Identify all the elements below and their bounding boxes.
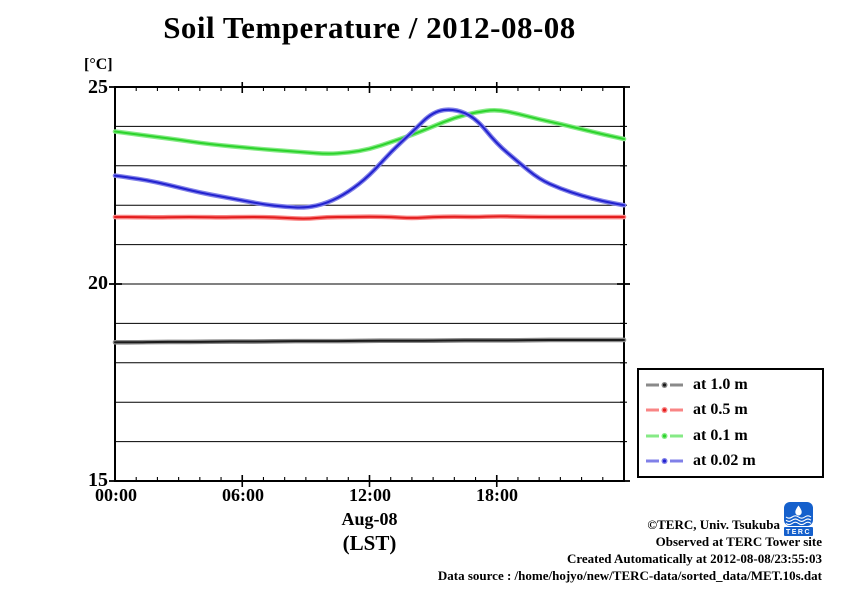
created-line: Created Automatically at 2012-08-08/23:5… xyxy=(566,551,822,566)
footer-credits: ©TERC, Univ. Tsukuba Observed at TERC To… xyxy=(438,516,822,584)
legend-sample-line xyxy=(646,407,683,414)
legend-label: at 0.02 m xyxy=(693,452,756,470)
legend-label: at 1.0 m xyxy=(693,375,748,393)
x-axis-date-label: Aug-08 xyxy=(341,509,398,529)
datasource-line: Data source : /home/hojyo/new/TERC-data/… xyxy=(437,568,822,583)
legend-item-0.5m: at 0.5 m xyxy=(645,398,822,422)
x-axis-timezone-label: (LST) xyxy=(342,531,397,555)
legend-item-1.0m: at 1.0 m xyxy=(645,373,822,397)
legend-label: at 0.1 m xyxy=(693,426,748,444)
legend-sample-line xyxy=(646,381,683,388)
legend-label: at 0.5 m xyxy=(693,401,748,419)
legend-item-0.02m: at 0.02 m xyxy=(645,449,822,473)
y-tick-20: 20 xyxy=(88,272,108,294)
x-tick-0000: 00:00 xyxy=(95,485,137,505)
legend-item-0.1m: at 0.1 m xyxy=(645,424,822,448)
terc-logo: TERC xyxy=(784,502,813,536)
x-tick-1800: 18:00 xyxy=(476,485,518,505)
observed-line: Observed at TERC Tower site xyxy=(655,534,822,549)
y-tick-25: 25 xyxy=(88,76,108,98)
legend-box: at 1.0 m at 0.5 m at 0.1 m at 0.02 m xyxy=(637,368,824,478)
x-tick-0600: 06:00 xyxy=(222,485,264,505)
copyright-line: ©TERC, Univ. Tsukuba xyxy=(647,517,780,532)
legend-sample-line xyxy=(646,458,683,465)
chart-title: Soil Temperature / 2012-08-08 xyxy=(163,10,576,45)
legend-sample-line xyxy=(646,432,683,439)
x-tick-1200: 12:00 xyxy=(349,485,391,505)
y-tick-15: 15 xyxy=(88,469,108,491)
terc-logo-text: TERC xyxy=(786,529,811,536)
y-axis-unit-label: [°C] xyxy=(84,56,113,73)
